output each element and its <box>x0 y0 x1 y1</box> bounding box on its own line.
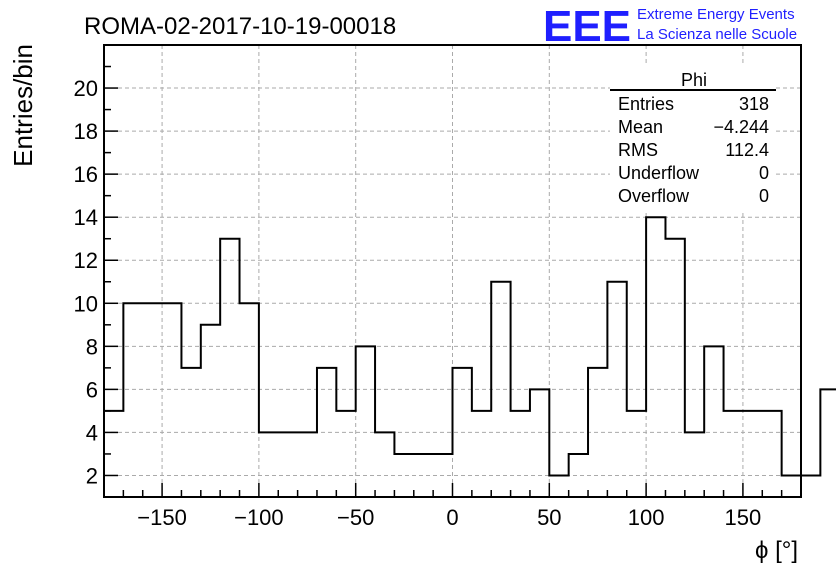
histogram-bin <box>588 368 607 497</box>
chart-title: ROMA-02-2017-10-19-00018 <box>84 13 396 40</box>
x-tick-label: 150 <box>725 505 762 530</box>
x-axis-label: ϕ [°] <box>755 537 798 564</box>
logo-line2: La Scienza nelle Scuole <box>637 26 797 43</box>
histogram-bin <box>201 325 220 497</box>
histogram-bin <box>646 217 665 497</box>
histogram-bin <box>123 303 142 497</box>
histogram-bin <box>801 475 820 497</box>
histogram-bin <box>530 389 549 497</box>
histogram-bin <box>356 346 375 497</box>
histogram-bin <box>298 432 317 497</box>
stats-box: Phi Entries 318 Mean −4.244 RMS 112.4 Underflo… <box>610 65 776 210</box>
histogram-bin <box>240 303 259 497</box>
stats-value: −4.244 <box>713 117 769 137</box>
stats-rows: Entries 318 Mean −4.244 RMS 112.4 Underflow 0 Ov… <box>618 94 769 206</box>
histogram-bin <box>762 411 781 497</box>
histogram-bin <box>278 432 297 497</box>
y-tick-label: 10 <box>74 291 98 316</box>
histogram-bin <box>143 303 162 497</box>
histogram-bin <box>685 432 704 497</box>
histogram-bin <box>472 411 491 497</box>
histogram-bin <box>569 454 588 497</box>
histogram-bin <box>743 411 762 497</box>
histogram-bin <box>627 411 646 497</box>
histogram-bin <box>433 454 452 497</box>
x-tick-label: −50 <box>337 505 374 530</box>
histogram-series-line <box>104 216 836 477</box>
histogram-bin <box>782 475 801 497</box>
histogram-bins <box>104 217 836 497</box>
stats-label: RMS <box>618 140 658 160</box>
x-axis: −150 −100 −50 0 50 100 150 <box>103 483 802 530</box>
stats-label: Entries <box>618 94 674 114</box>
y-tick-label: 18 <box>74 119 98 144</box>
x-tick-label: 50 <box>537 505 561 530</box>
y-tick-label: 14 <box>74 205 98 230</box>
histogram-bin <box>375 432 394 497</box>
x-tick-label: −100 <box>234 505 284 530</box>
histogram-bin <box>724 411 743 497</box>
y-axis-label: Entries/bin <box>8 44 38 167</box>
x-tick-label: 0 <box>446 505 458 530</box>
y-tick-label: 2 <box>86 463 98 488</box>
x-tick-label: −150 <box>137 505 187 530</box>
histogram-bin <box>394 454 413 497</box>
histogram-bin <box>820 389 836 497</box>
stats-value: 112.4 <box>725 140 769 160</box>
histogram-bin <box>453 368 472 497</box>
stats-label: Overflow <box>618 186 690 206</box>
histogram-bin <box>549 475 568 497</box>
stats-box-title: Phi <box>681 70 707 90</box>
y-tick-label: 4 <box>86 420 98 445</box>
histogram-bin <box>414 454 433 497</box>
histogram-bin <box>162 303 181 497</box>
y-tick-label: 12 <box>74 248 98 273</box>
stats-value: 0 <box>759 163 769 183</box>
logo-mark: EEE <box>543 2 631 51</box>
histogram-bin <box>665 239 684 497</box>
y-tick-label: 20 <box>74 76 98 101</box>
stats-value: 318 <box>739 94 769 114</box>
y-tick-label: 16 <box>74 162 98 187</box>
histogram-bin <box>259 432 278 497</box>
histogram-bin <box>607 282 626 497</box>
y-tick-label: 6 <box>86 377 98 402</box>
histogram-bin <box>336 411 355 497</box>
eee-logo: EEE Extreme Energy Events La Scienza nel… <box>543 2 797 51</box>
histogram-bin <box>491 282 510 497</box>
y-tick-label: 8 <box>86 334 98 359</box>
y-axis: 2 4 6 8 10 12 14 16 18 20 <box>74 65 118 498</box>
histogram-bin <box>704 346 723 497</box>
stats-label: Underflow <box>618 163 700 183</box>
histogram-bin <box>511 411 530 497</box>
logo-line1: Extreme Energy Events <box>637 6 795 23</box>
histogram-bin <box>220 239 239 497</box>
histogram-bin <box>317 368 336 497</box>
stats-value: 0 <box>759 186 769 206</box>
x-tick-label: 100 <box>628 505 665 530</box>
histogram-bin <box>181 368 200 497</box>
stats-label: Mean <box>618 117 663 137</box>
